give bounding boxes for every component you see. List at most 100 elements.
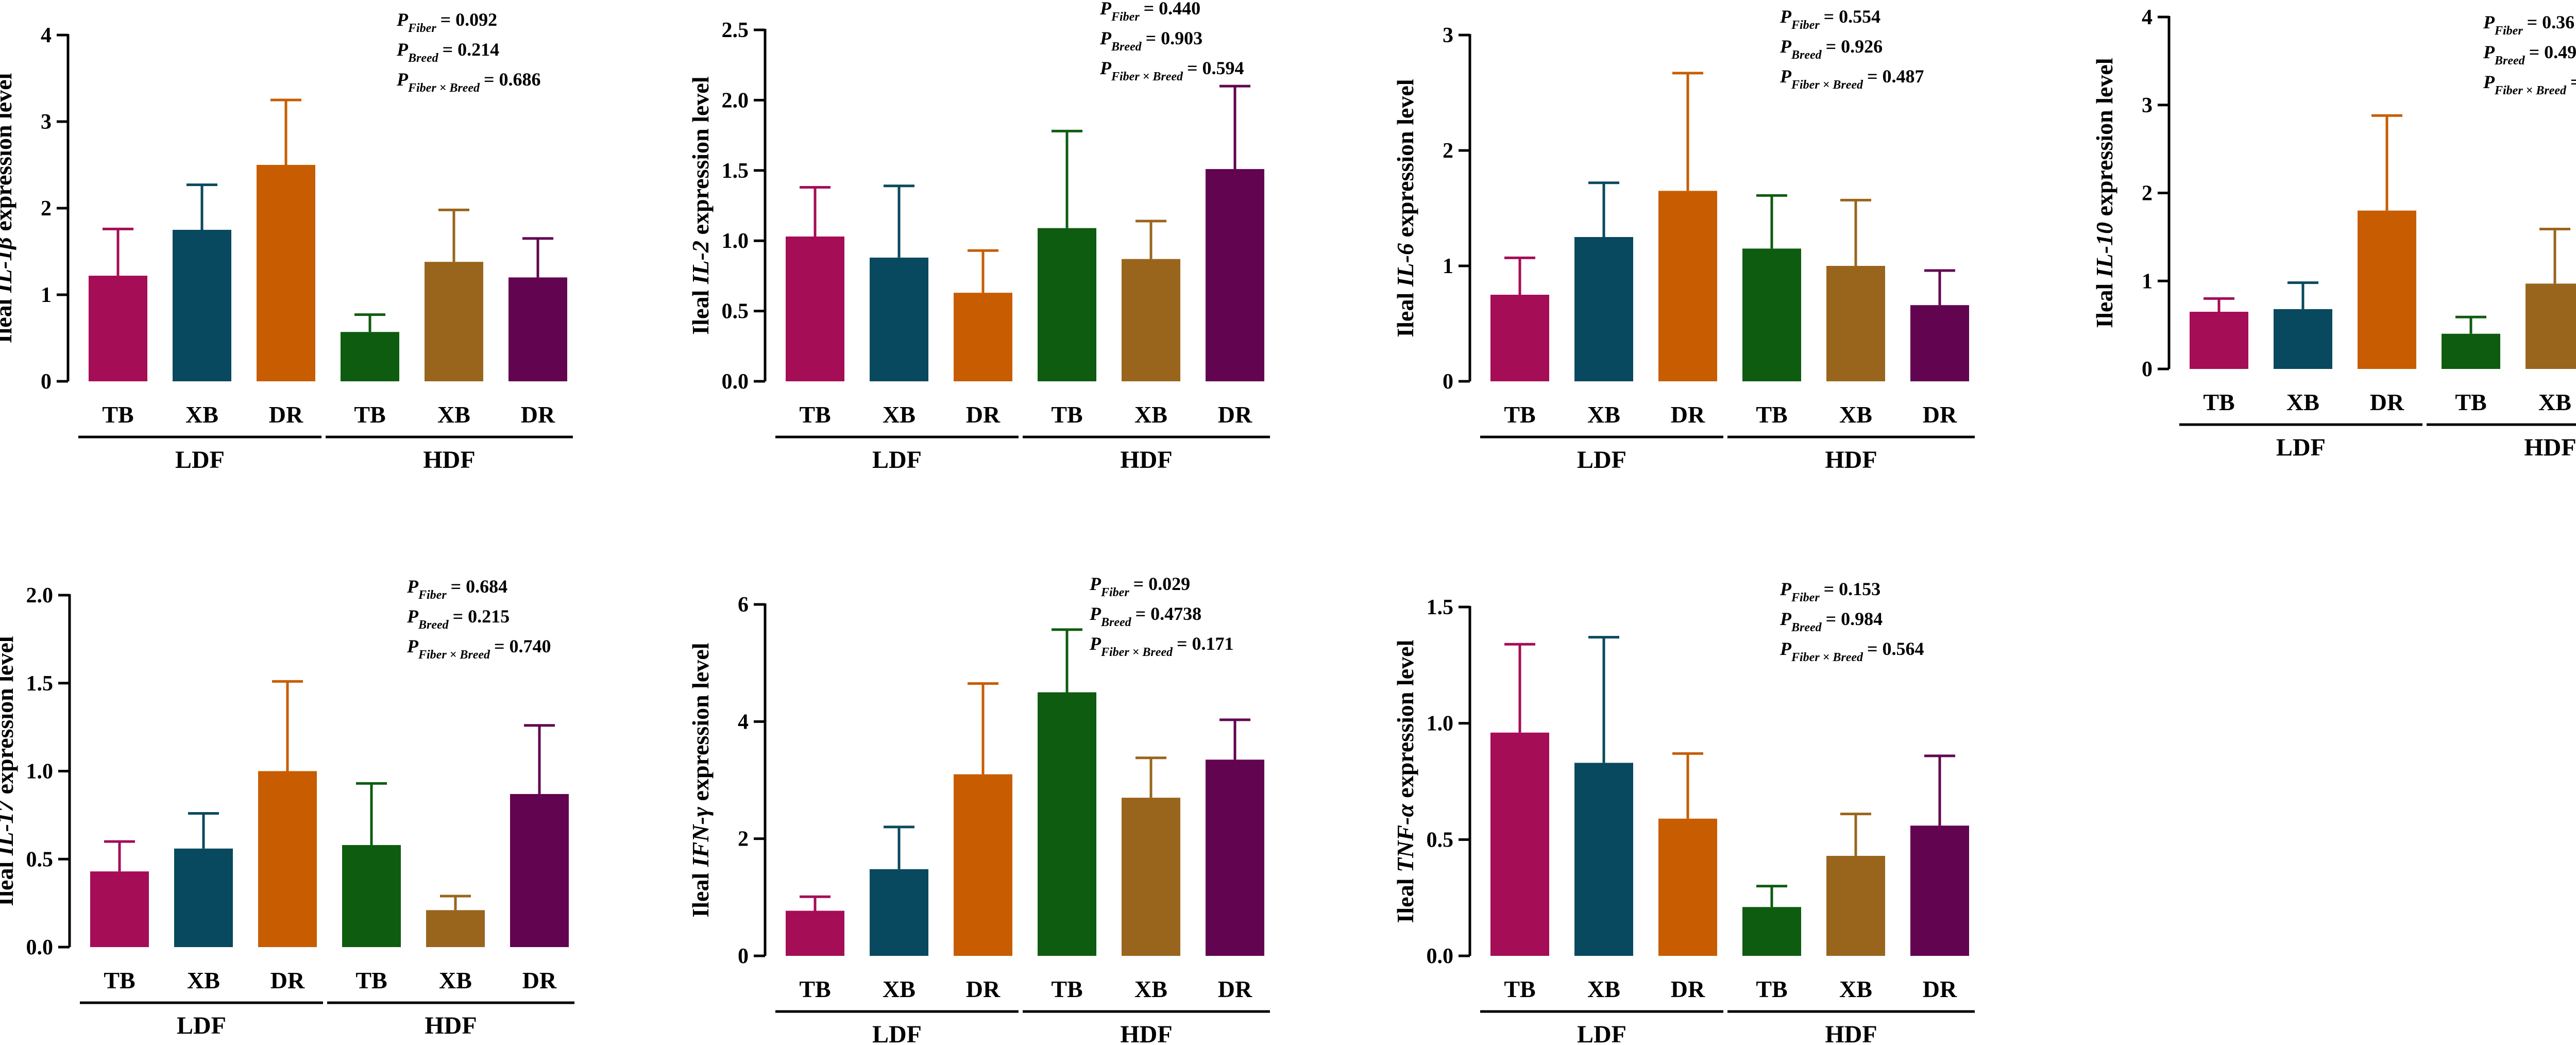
- p-value: = 0.357: [2570, 72, 2576, 92]
- category-label: XB: [1134, 401, 1167, 428]
- category-label: XB: [1134, 976, 1167, 1002]
- y-tick-label: 2: [2142, 182, 2153, 206]
- p-symbol: P: [1089, 574, 1101, 594]
- category-label: XB: [185, 401, 218, 428]
- p-subscript: Breed: [418, 618, 449, 632]
- category-label: TB: [1756, 401, 1787, 428]
- p-value-annotation: PFiber = 0.554: [1780, 6, 1880, 32]
- group-label: LDF: [872, 446, 922, 474]
- bar: [954, 293, 1012, 381]
- group-label: HDF: [2524, 434, 2576, 461]
- p-value: = 0.594: [1187, 58, 1244, 78]
- p-value-annotation: PFiber × Breed = 0.686: [396, 69, 541, 95]
- group-label: HDF: [425, 1012, 477, 1039]
- bar: [870, 257, 928, 381]
- y-tick-label: 1.5: [722, 159, 749, 183]
- bar: [1122, 259, 1180, 381]
- bar: [341, 332, 399, 381]
- p-value-annotation: PBreed = 0.926: [1780, 36, 1883, 62]
- p-subscript: Breed: [1791, 48, 1822, 62]
- p-symbol: P: [1780, 66, 1792, 87]
- y-axis-label-prefix: Ileal: [687, 867, 714, 917]
- y-tick-label: 2.5: [722, 19, 749, 42]
- y-axis-label-suffix: expression level: [0, 636, 18, 800]
- p-symbol: P: [1089, 603, 1101, 624]
- category-label: DR: [1671, 976, 1705, 1002]
- category-label: DR: [270, 967, 305, 993]
- category-label: DR: [966, 401, 1001, 428]
- category-label: TB: [102, 401, 133, 428]
- category-label: DR: [1218, 401, 1252, 428]
- p-value: = 0.487: [1867, 66, 1924, 87]
- bar: [2274, 309, 2332, 369]
- bar: [954, 774, 1012, 956]
- y-tick-label: 2: [738, 828, 749, 851]
- p-value-annotation: PBreed = 0.4738: [1089, 603, 1201, 629]
- p-value: = 0.440: [1144, 0, 1201, 19]
- bar: [173, 230, 231, 381]
- p-value: = 0.926: [1826, 36, 1883, 57]
- category-label: TB: [354, 401, 385, 428]
- category-label: TB: [1756, 976, 1787, 1002]
- bar: [1826, 855, 1885, 956]
- p-value: = 0.029: [1133, 574, 1191, 594]
- group-label: HDF: [1120, 446, 1172, 474]
- p-value: = 0.554: [1824, 6, 1881, 27]
- y-axis-label: Ileal TNF-α expression level: [1392, 640, 1418, 923]
- y-tick-label: 1: [2142, 269, 2153, 293]
- y-tick-label: 1.5: [1427, 596, 1454, 619]
- p-value-annotation: PBreed = 0.214: [396, 39, 499, 65]
- group-label: LDF: [177, 1012, 226, 1039]
- y-tick-label: 0.5: [722, 300, 749, 324]
- p-subscript: Fiber: [2494, 24, 2523, 38]
- bar: [1658, 191, 1717, 381]
- p-value-annotation: PFiber × Breed= 0.357: [2483, 72, 2576, 97]
- chart-panel-7: 0.0 0.5 1.0 1.5 Ileal TNF-α expression level…: [1392, 579, 1975, 1045]
- p-symbol: P: [1780, 609, 1792, 629]
- y-axis-label-suffix: expression level: [687, 76, 714, 241]
- category-label: TB: [104, 967, 135, 993]
- y-axis-label-suffix: expression level: [1392, 79, 1418, 243]
- bar: [258, 771, 317, 947]
- y-axis-label: Ileal IL-6 expression level: [1392, 79, 1418, 337]
- category-label: DR: [1671, 401, 1705, 428]
- y-axis-label-prefix: Ileal: [1392, 286, 1418, 337]
- group-label: HDF: [1120, 1021, 1172, 1045]
- y-axis-label-gene: IL-2: [687, 241, 714, 284]
- category-label: XB: [883, 401, 916, 428]
- p-symbol: P: [1780, 6, 1792, 27]
- bar: [426, 910, 485, 947]
- bar: [1122, 798, 1180, 956]
- y-tick-label: 0: [41, 370, 52, 394]
- p-symbol: P: [406, 636, 419, 656]
- bar: [174, 848, 233, 947]
- bar: [510, 794, 569, 947]
- category-label: XB: [1839, 976, 1872, 1002]
- bar: [1038, 692, 1096, 956]
- p-value-annotation: PFiber = 0.092: [396, 9, 497, 35]
- p-symbol: P: [1089, 633, 1101, 654]
- p-value-annotation: PFiber = 0.684: [406, 576, 507, 602]
- y-tick-label: 0.0: [722, 370, 749, 394]
- p-value: = 0.984: [1826, 609, 1883, 629]
- p-value: = 0.171: [1177, 633, 1234, 654]
- bar: [1826, 266, 1885, 381]
- bar: [1910, 305, 1969, 381]
- y-tick-label: 0.5: [1427, 828, 1454, 852]
- p-value-annotation: PBreed= 0.499: [2483, 42, 2576, 68]
- bar: [1910, 825, 1969, 956]
- y-tick-label: 4: [2142, 6, 2153, 29]
- group-label: LDF: [2276, 434, 2326, 461]
- chart-panel-4: 0 1 2 3 4 Ileal IL-10 expression level TB XB DR T…: [2091, 6, 2576, 461]
- bar: [257, 165, 315, 381]
- p-subscript: Fiber × Breed: [408, 81, 480, 95]
- p-subscript: Fiber × Breed: [1111, 70, 1183, 83]
- bar: [1658, 818, 1717, 956]
- y-tick-label: 2: [1443, 139, 1453, 163]
- category-label: TB: [799, 976, 831, 1002]
- p-value-annotation: PFiber = 0.361: [2483, 12, 2576, 38]
- p-value: = 0.686: [484, 69, 541, 90]
- p-symbol: P: [406, 606, 419, 627]
- p-value: = 0.903: [1146, 28, 1203, 48]
- chart-panel-2: 0.0 0.5 1.0 1.5 2.0 2.5 Ileal IL-2 expression …: [687, 0, 1270, 474]
